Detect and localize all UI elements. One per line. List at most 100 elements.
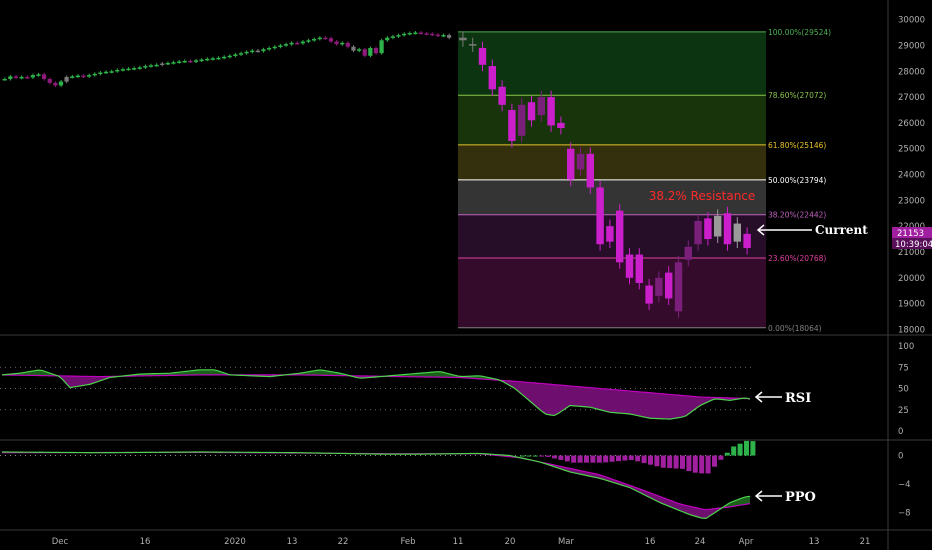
ppo-histogram-bar xyxy=(660,455,666,468)
candle xyxy=(567,148,575,180)
rsi-fill xyxy=(550,384,554,416)
rsi-fill xyxy=(314,370,318,376)
rsi-fill xyxy=(698,396,702,407)
candle xyxy=(345,42,350,47)
candle xyxy=(8,76,13,79)
candle xyxy=(19,76,24,79)
time-badge: 10:39:04 xyxy=(892,238,932,250)
ppo-histogram-bar xyxy=(654,455,660,467)
candle xyxy=(435,34,440,37)
candle xyxy=(508,109,516,141)
candle xyxy=(723,213,732,245)
candlestick-series xyxy=(2,30,751,318)
fib-level-label: 0.00%(18064) xyxy=(768,324,822,333)
candle xyxy=(665,272,673,299)
candle xyxy=(373,48,379,54)
time-tick-label: Apr xyxy=(739,537,754,547)
ppo-histogram-bar xyxy=(520,455,525,457)
current-annotation: Current xyxy=(815,223,868,237)
candle xyxy=(328,38,334,42)
ppo-histogram-bar xyxy=(609,455,615,462)
ppo-fill xyxy=(694,507,698,518)
candle xyxy=(385,37,390,41)
rsi-fill xyxy=(526,382,530,402)
candle xyxy=(616,210,624,263)
resistance-annotation: 38.2% Resistance xyxy=(649,189,756,203)
rsi-fill xyxy=(570,385,574,406)
candle xyxy=(714,215,722,237)
ppo-tick-label: −8 xyxy=(898,509,911,519)
candle xyxy=(266,48,272,50)
ppo-line xyxy=(1,451,751,519)
rsi-tick-label: 0 xyxy=(898,427,903,437)
svg-text:21153: 21153 xyxy=(897,229,924,239)
candle xyxy=(193,60,199,62)
candle xyxy=(272,46,277,49)
candle xyxy=(469,44,477,46)
ppo-histogram-bar xyxy=(545,455,551,457)
rsi-fill xyxy=(322,370,326,376)
candle xyxy=(154,64,159,67)
rsi-fill xyxy=(190,370,194,376)
rsi-fill xyxy=(574,386,578,407)
fib-level-label: 100.00%(29524) xyxy=(768,28,831,37)
rsi-fill xyxy=(546,383,550,415)
ppo-histogram-bar xyxy=(552,455,557,459)
candle xyxy=(596,187,604,245)
fib-level-label: 78.60%(27072) xyxy=(768,91,826,100)
ppo-fill xyxy=(682,504,686,514)
price-tick-label: 18000 xyxy=(898,325,925,335)
candle xyxy=(488,66,496,90)
candle xyxy=(120,69,125,71)
candle xyxy=(81,75,86,78)
candle xyxy=(75,75,80,78)
candle xyxy=(227,55,232,58)
rsi-fill xyxy=(606,389,610,413)
candle xyxy=(199,59,204,62)
rsi-fill xyxy=(674,394,678,419)
rsi-fill xyxy=(594,387,598,410)
ppo-fill xyxy=(710,508,714,516)
rsi-fill xyxy=(598,388,602,411)
ppo-histogram-bar xyxy=(558,455,564,460)
candle xyxy=(635,254,643,283)
rsi-fill xyxy=(670,394,674,420)
candle xyxy=(300,41,305,44)
candle xyxy=(58,81,64,86)
rsi-fill xyxy=(678,395,682,418)
ppo-histogram-bar xyxy=(673,455,679,469)
ppo-histogram-bar xyxy=(686,455,692,472)
candle xyxy=(424,33,429,35)
rsi-fill xyxy=(614,389,618,413)
fib-zone xyxy=(458,257,766,328)
ppo-histogram-bar xyxy=(705,455,711,474)
rsi-fill xyxy=(522,381,526,398)
candle xyxy=(527,102,536,121)
ppo-histogram-bar xyxy=(577,455,583,463)
rsi-fill xyxy=(602,388,606,412)
rsi-fill xyxy=(414,373,418,377)
rsi-fill xyxy=(422,372,426,377)
rsi-tick-label: 100 xyxy=(898,342,914,352)
current-arrow-icon xyxy=(756,224,812,236)
rsi-fill xyxy=(90,376,94,385)
candle xyxy=(143,66,148,68)
rsi-fill xyxy=(70,376,74,388)
candle xyxy=(109,71,114,73)
ppo-fill xyxy=(670,500,674,509)
fibonacci-level-labels: 100.00%(29524) 78.60%(27072) 61.80%(25146)… xyxy=(768,28,831,333)
rsi-fill xyxy=(578,386,582,407)
candle xyxy=(401,33,407,36)
ppo-fill xyxy=(674,501,678,510)
candle xyxy=(684,246,692,260)
ppo-histogram-bar xyxy=(667,455,673,469)
candle xyxy=(115,69,120,72)
candle xyxy=(137,67,142,69)
fib-level-label: 38.20%(22442) xyxy=(768,211,826,220)
time-tick-label: 16 xyxy=(140,537,151,547)
candle xyxy=(459,37,467,41)
candle xyxy=(86,75,92,77)
time-tick-label: 13 xyxy=(809,537,820,547)
candle xyxy=(13,76,19,78)
ppo-histogram-bar xyxy=(571,455,577,463)
